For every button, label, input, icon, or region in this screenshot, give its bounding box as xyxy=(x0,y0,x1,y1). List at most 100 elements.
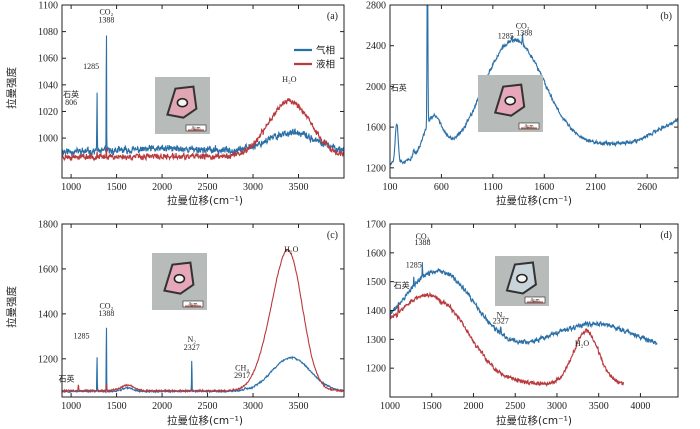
ytick-label-d: 1200 xyxy=(366,364,386,375)
annotation-d: N₂ xyxy=(496,311,505,320)
panel-label-a: (a) xyxy=(327,11,338,22)
xtick-label-d: 2500 xyxy=(505,401,525,412)
scale-text-a: 4μm xyxy=(192,126,201,131)
ylabel-top: 拉曼强度 xyxy=(5,67,18,109)
ytick-label-b: 2400 xyxy=(366,41,386,52)
series-a-liquid xyxy=(62,98,344,162)
legend-label-a: 气相 xyxy=(316,45,335,57)
xtick-label-d: 1000 xyxy=(380,401,400,412)
inset-micrograph-c: 4μm xyxy=(152,253,207,310)
scale-text-b: 4μm xyxy=(525,124,534,129)
ytick-label-b: 2800 xyxy=(366,1,386,12)
ytick-label-c: 1200 xyxy=(38,354,58,365)
annotation-b: CO₂ xyxy=(516,21,530,30)
annotation-d: 1285 xyxy=(406,260,422,269)
annotation-b: 石英 xyxy=(391,82,407,92)
ylabel-bottom: 拉曼强度 xyxy=(5,286,18,328)
panel-a: 1000 1500 2000 2500 3000 3500 1000 1020 1040 1060… xyxy=(38,1,345,193)
annotation-d: 2327 xyxy=(493,316,509,325)
xtick-label-b: 100 xyxy=(383,182,398,193)
ytick-label-d: 1500 xyxy=(366,277,386,288)
panel-label-b: (b) xyxy=(660,11,672,22)
ytick-label-b: 1600 xyxy=(366,123,386,134)
scale-bar-b xyxy=(518,122,540,130)
annotation-a: 石英 xyxy=(63,89,79,99)
ytick-label-a: 1060 xyxy=(38,54,58,65)
inclusion-bubble-b xyxy=(504,95,517,106)
ytick-label-c: 1400 xyxy=(38,309,58,320)
xtick-label-d: 3000 xyxy=(547,401,567,412)
annotation-b: 1285 xyxy=(498,32,514,41)
annotation-c: 2917 xyxy=(234,371,250,380)
panel-b: 100 600 1100 1600 2100 2600 1200 1600 2000 2400 28… xyxy=(366,1,679,193)
scale-bar-c xyxy=(182,300,204,308)
annotation-d: 1388 xyxy=(415,238,431,247)
series-d-vapor xyxy=(390,262,658,346)
annotation-a: 806 xyxy=(65,98,77,107)
ytick-label-a: 1080 xyxy=(38,27,58,38)
series-c-liquid xyxy=(62,248,344,394)
xtick-label-c: 2000 xyxy=(152,401,172,412)
ytick-label-c: 1600 xyxy=(38,264,58,275)
ytick-label-c: 1800 xyxy=(38,220,58,231)
xtick-label-d: 3500 xyxy=(589,401,609,412)
scale-text-d: 4μm xyxy=(531,298,540,303)
xtick-label-a: 2000 xyxy=(152,182,172,193)
xtick-label-a: 2500 xyxy=(198,182,218,193)
scale-bar-a xyxy=(185,124,207,132)
xtick-label-c: 3500 xyxy=(289,401,309,412)
xtick-label-c: 1500 xyxy=(107,401,127,412)
annotation-c: CH₄ xyxy=(235,364,249,373)
panel-c: 1000 1500 2000 2500 3000 3500 1200 1400 1600 1800… xyxy=(38,220,345,412)
inclusion-bubble-d xyxy=(516,273,528,284)
xtick-label-a: 3000 xyxy=(243,182,263,193)
annotation-a: CO₂ xyxy=(99,7,113,16)
xtick-label-c: 3000 xyxy=(243,401,263,412)
scale-bar-d xyxy=(524,296,546,304)
panel-d: 1000 1500 2000 2500 3000 3500 4000 1200 1300 1400… xyxy=(366,220,679,412)
legend-label-a: 液相 xyxy=(316,59,335,71)
annotation-a: 1285 xyxy=(83,62,99,71)
series-c-vapor xyxy=(62,327,344,394)
inset-micrograph-a: 4μm xyxy=(155,77,210,134)
xtick-label-c: 2500 xyxy=(198,401,218,412)
annotation-c: 1388 xyxy=(98,309,114,318)
panel-label-c: (c) xyxy=(327,230,338,241)
annotation-d: H₂O xyxy=(575,339,590,348)
inclusion-bubble-c xyxy=(173,273,186,284)
annotation-c: H₂O xyxy=(284,245,299,254)
xlabel-b: 拉曼位移(cm⁻¹) xyxy=(496,194,572,207)
xtick-label-c: 1000 xyxy=(61,401,81,412)
xtick-label-a: 1000 xyxy=(61,182,81,193)
xtick-label-d: 4000 xyxy=(630,401,650,412)
series-d-liquid xyxy=(390,291,625,388)
ytick-label-a: 1000 xyxy=(38,134,58,145)
xtick-label-b: 600 xyxy=(434,182,449,193)
plot-frame-b xyxy=(389,4,679,179)
annotation-a: H₂O xyxy=(282,75,297,84)
inclusion-bubble-a xyxy=(176,97,189,108)
ytick-label-b: 1200 xyxy=(366,163,386,174)
plot-frame-c xyxy=(61,223,345,398)
ytick-label-b: 2000 xyxy=(366,82,386,93)
ytick-label-d: 1300 xyxy=(366,335,386,346)
annotation-c: N₂ xyxy=(188,335,197,344)
annotation-d: CO₂ xyxy=(416,232,430,241)
inset-micrograph-b: 4μm xyxy=(478,75,543,132)
panel-label-d: (d) xyxy=(660,230,672,241)
series-a-vapor xyxy=(62,35,344,157)
annotation-c: CO₂ xyxy=(99,301,113,310)
xtick-label-b: 1600 xyxy=(534,182,554,193)
series-b-vapor xyxy=(390,5,678,166)
xlabel-a: 拉曼位移(cm⁻¹) xyxy=(167,194,243,207)
xlabel-d: 拉曼位移(cm⁻¹) xyxy=(496,414,572,427)
xtick-label-b: 1100 xyxy=(483,182,503,193)
annotation-c: 石英 xyxy=(59,373,75,383)
xtick-label-d: 2000 xyxy=(463,401,483,412)
xtick-label-d: 1500 xyxy=(422,401,442,412)
ytick-label-a: 1040 xyxy=(38,80,58,91)
annotation-a: 1388 xyxy=(98,15,114,24)
xtick-label-b: 2600 xyxy=(637,182,657,193)
ytick-label-a: 1020 xyxy=(38,107,58,118)
